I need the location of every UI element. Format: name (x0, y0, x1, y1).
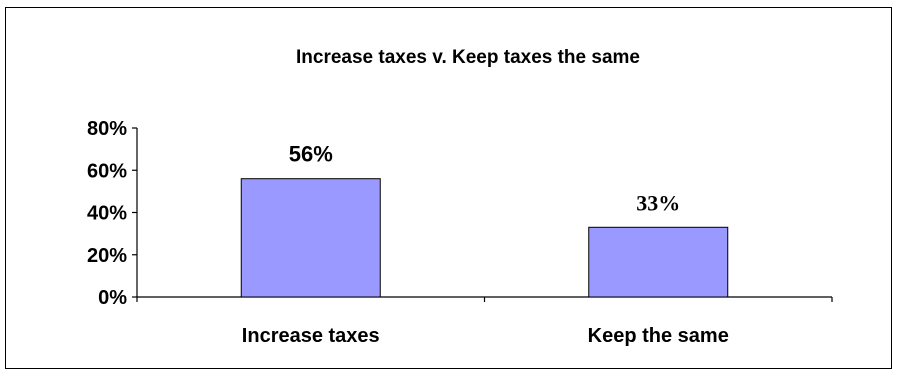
chart-title: Increase taxes v. Keep taxes the same (296, 47, 640, 68)
y-tick-label: 40% (87, 203, 127, 225)
data-label: 56% (289, 142, 333, 167)
x-category-label: Keep the same (588, 325, 729, 347)
x-category-label: Increase taxes (242, 325, 380, 347)
data-label: 33% (636, 190, 680, 215)
y-tick-label: 60% (87, 160, 127, 182)
y-tick-label: 0% (98, 287, 127, 309)
bar (588, 226, 729, 298)
y-tick-label: 80% (87, 118, 127, 140)
chart-frame (5, 7, 892, 369)
y-tick-label: 20% (87, 245, 127, 267)
bars (240, 178, 729, 298)
labels: 56% Increase taxes 33% Keep the same (242, 142, 729, 347)
bar (240, 178, 381, 298)
